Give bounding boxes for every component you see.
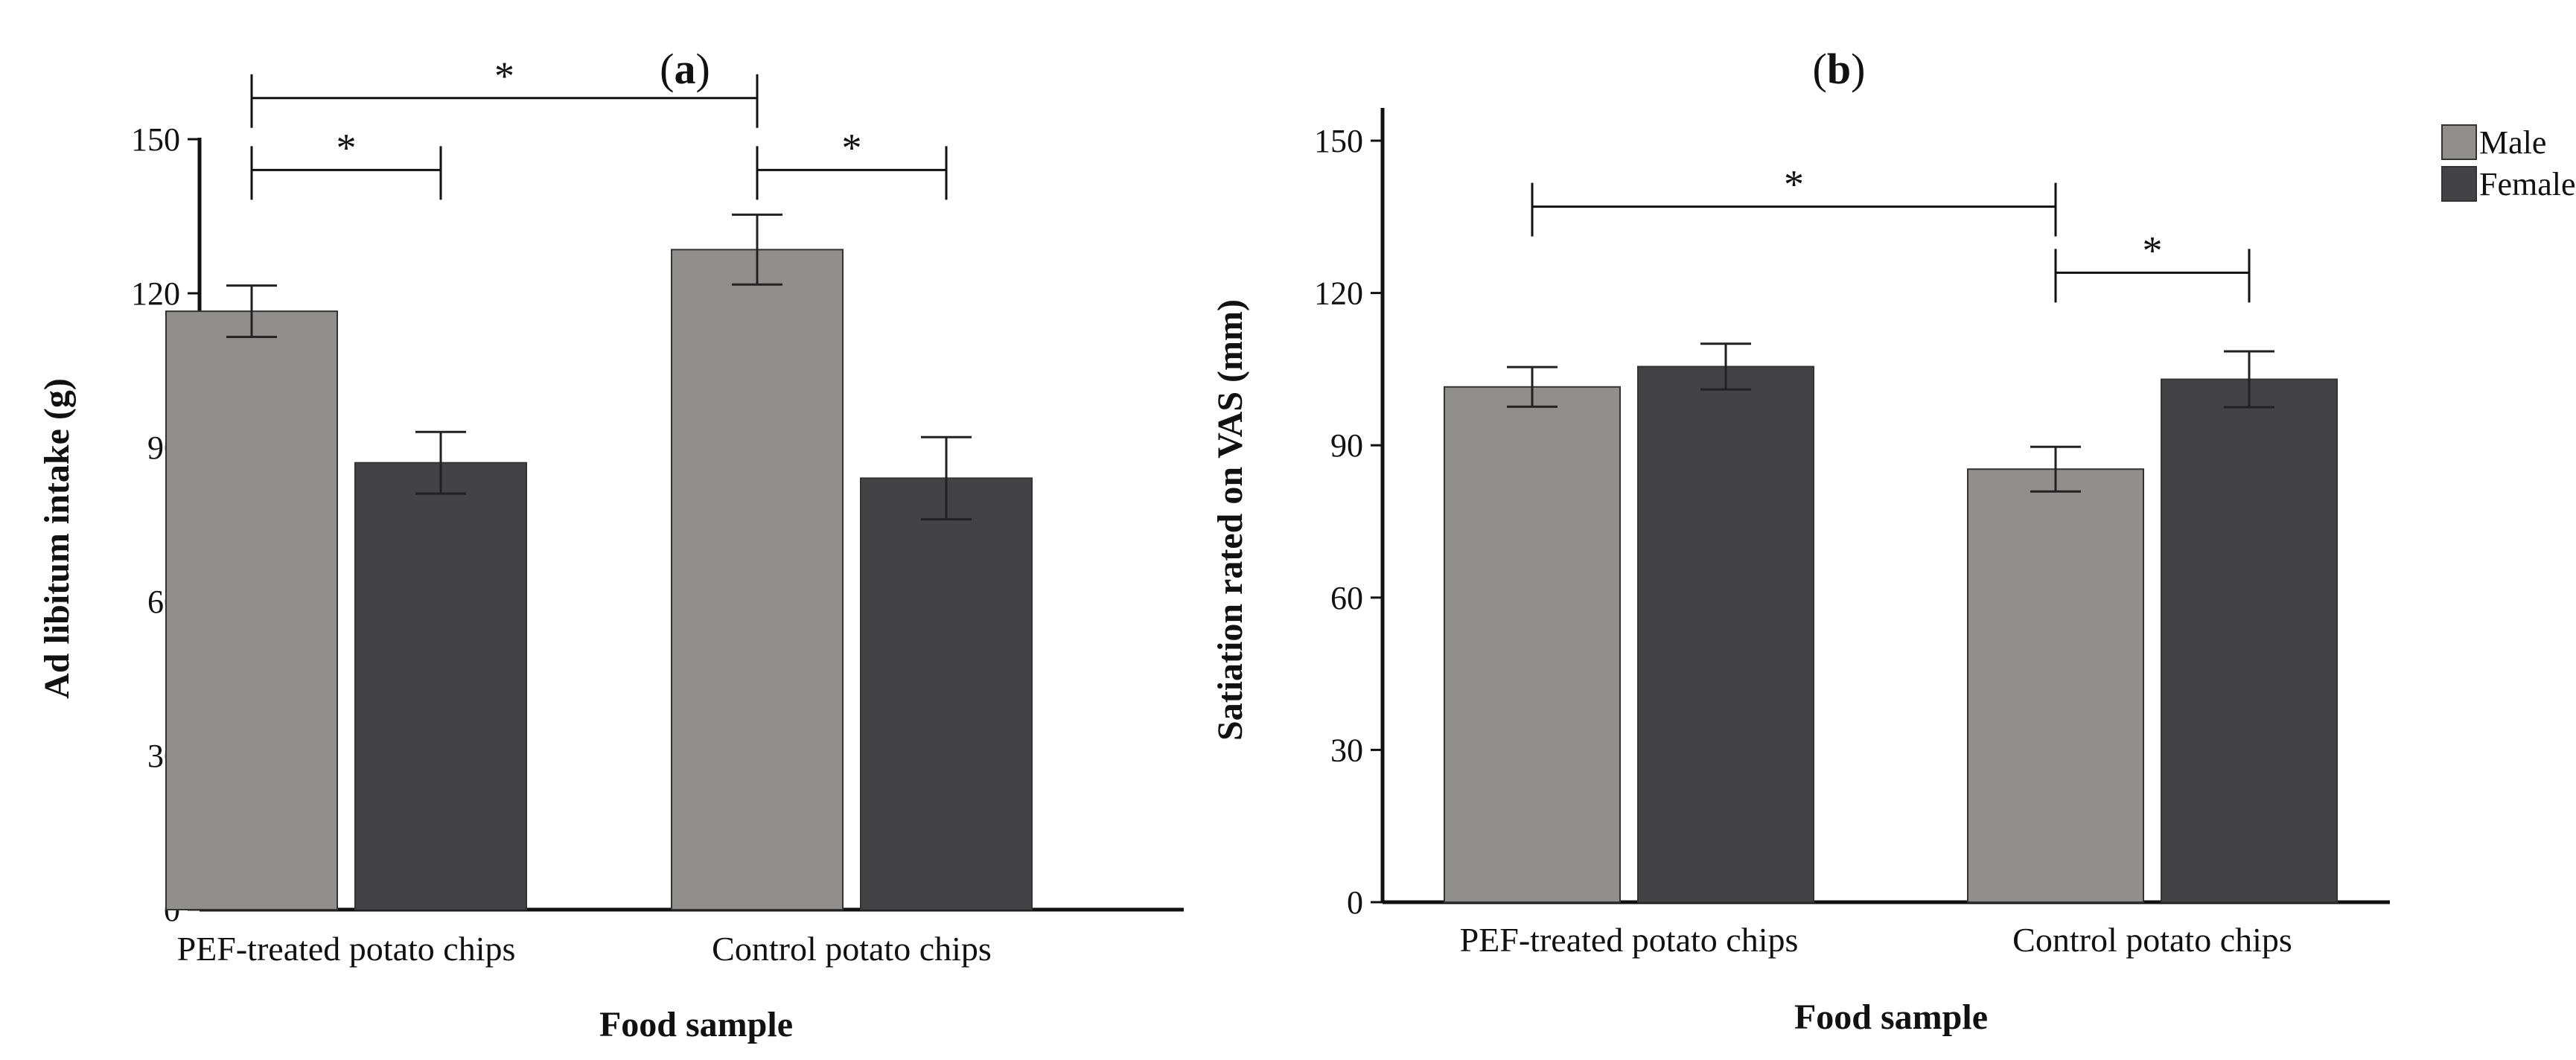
bar-female-1 <box>1637 365 1814 903</box>
y-tick-label: 150 <box>1314 123 1363 159</box>
y-tick-label: 120 <box>1314 275 1363 312</box>
legend-swatch-female <box>2441 166 2477 202</box>
legend-label-female: Female <box>2479 166 2576 202</box>
panel-b: (b) 0 30 60 90 120 150 Satiation rated on VAS (… <box>1211 45 2576 1037</box>
title-close: ) <box>1851 45 1865 93</box>
significance-star: * <box>1784 162 1804 207</box>
title-open: ( <box>660 45 674 93</box>
title-open: ( <box>1813 45 1827 93</box>
title-letter: a <box>675 45 696 93</box>
y-axis-label: Satiation rated on VAS (mm) <box>1211 299 1250 741</box>
category-label: PEF-treated potato chips <box>177 930 516 968</box>
y-tick-label: 90 <box>1330 427 1363 464</box>
title-letter: b <box>1827 45 1851 93</box>
legend-swatch-male <box>2441 124 2477 160</box>
significance-star: * <box>337 125 357 170</box>
category-label: Control potato chips <box>712 930 992 968</box>
significance-star: * <box>2143 228 2163 272</box>
bar-male-1 <box>1444 386 1621 903</box>
bar-male-2 <box>671 249 844 911</box>
bar-female-2 <box>860 477 1033 910</box>
bar-female-2 <box>2161 378 2338 904</box>
panel-a: (a)0306090120150Ad libitum intake (g)Foo… <box>37 45 1184 1044</box>
y-tick-label: 120 <box>131 275 180 312</box>
panel-title: (b) <box>1813 45 1866 93</box>
bar-male-2 <box>1967 468 2144 903</box>
significance-star: * <box>494 54 514 98</box>
y-tick-label: 0 <box>1347 884 1363 921</box>
category-label: Control potato chips <box>2012 921 2292 959</box>
y-tick-label: 60 <box>1330 580 1363 616</box>
significance-star: * <box>842 125 862 170</box>
x-axis-label: Food sample <box>599 1005 793 1044</box>
title-close: ) <box>696 45 710 93</box>
y-axis-label: Ad libitum intake (g) <box>37 378 77 699</box>
legend-label-male: Male <box>2479 124 2546 161</box>
y-tick-label: 30 <box>1330 732 1363 768</box>
y-tick-label: 150 <box>131 121 180 158</box>
x-axis-label: Food sample <box>1794 997 1988 1037</box>
category-label: PEF-treated potato chips <box>1460 921 1799 959</box>
bar-male-1 <box>165 310 338 910</box>
panel-title: (a) <box>660 45 710 93</box>
bar-female-1 <box>354 462 527 910</box>
